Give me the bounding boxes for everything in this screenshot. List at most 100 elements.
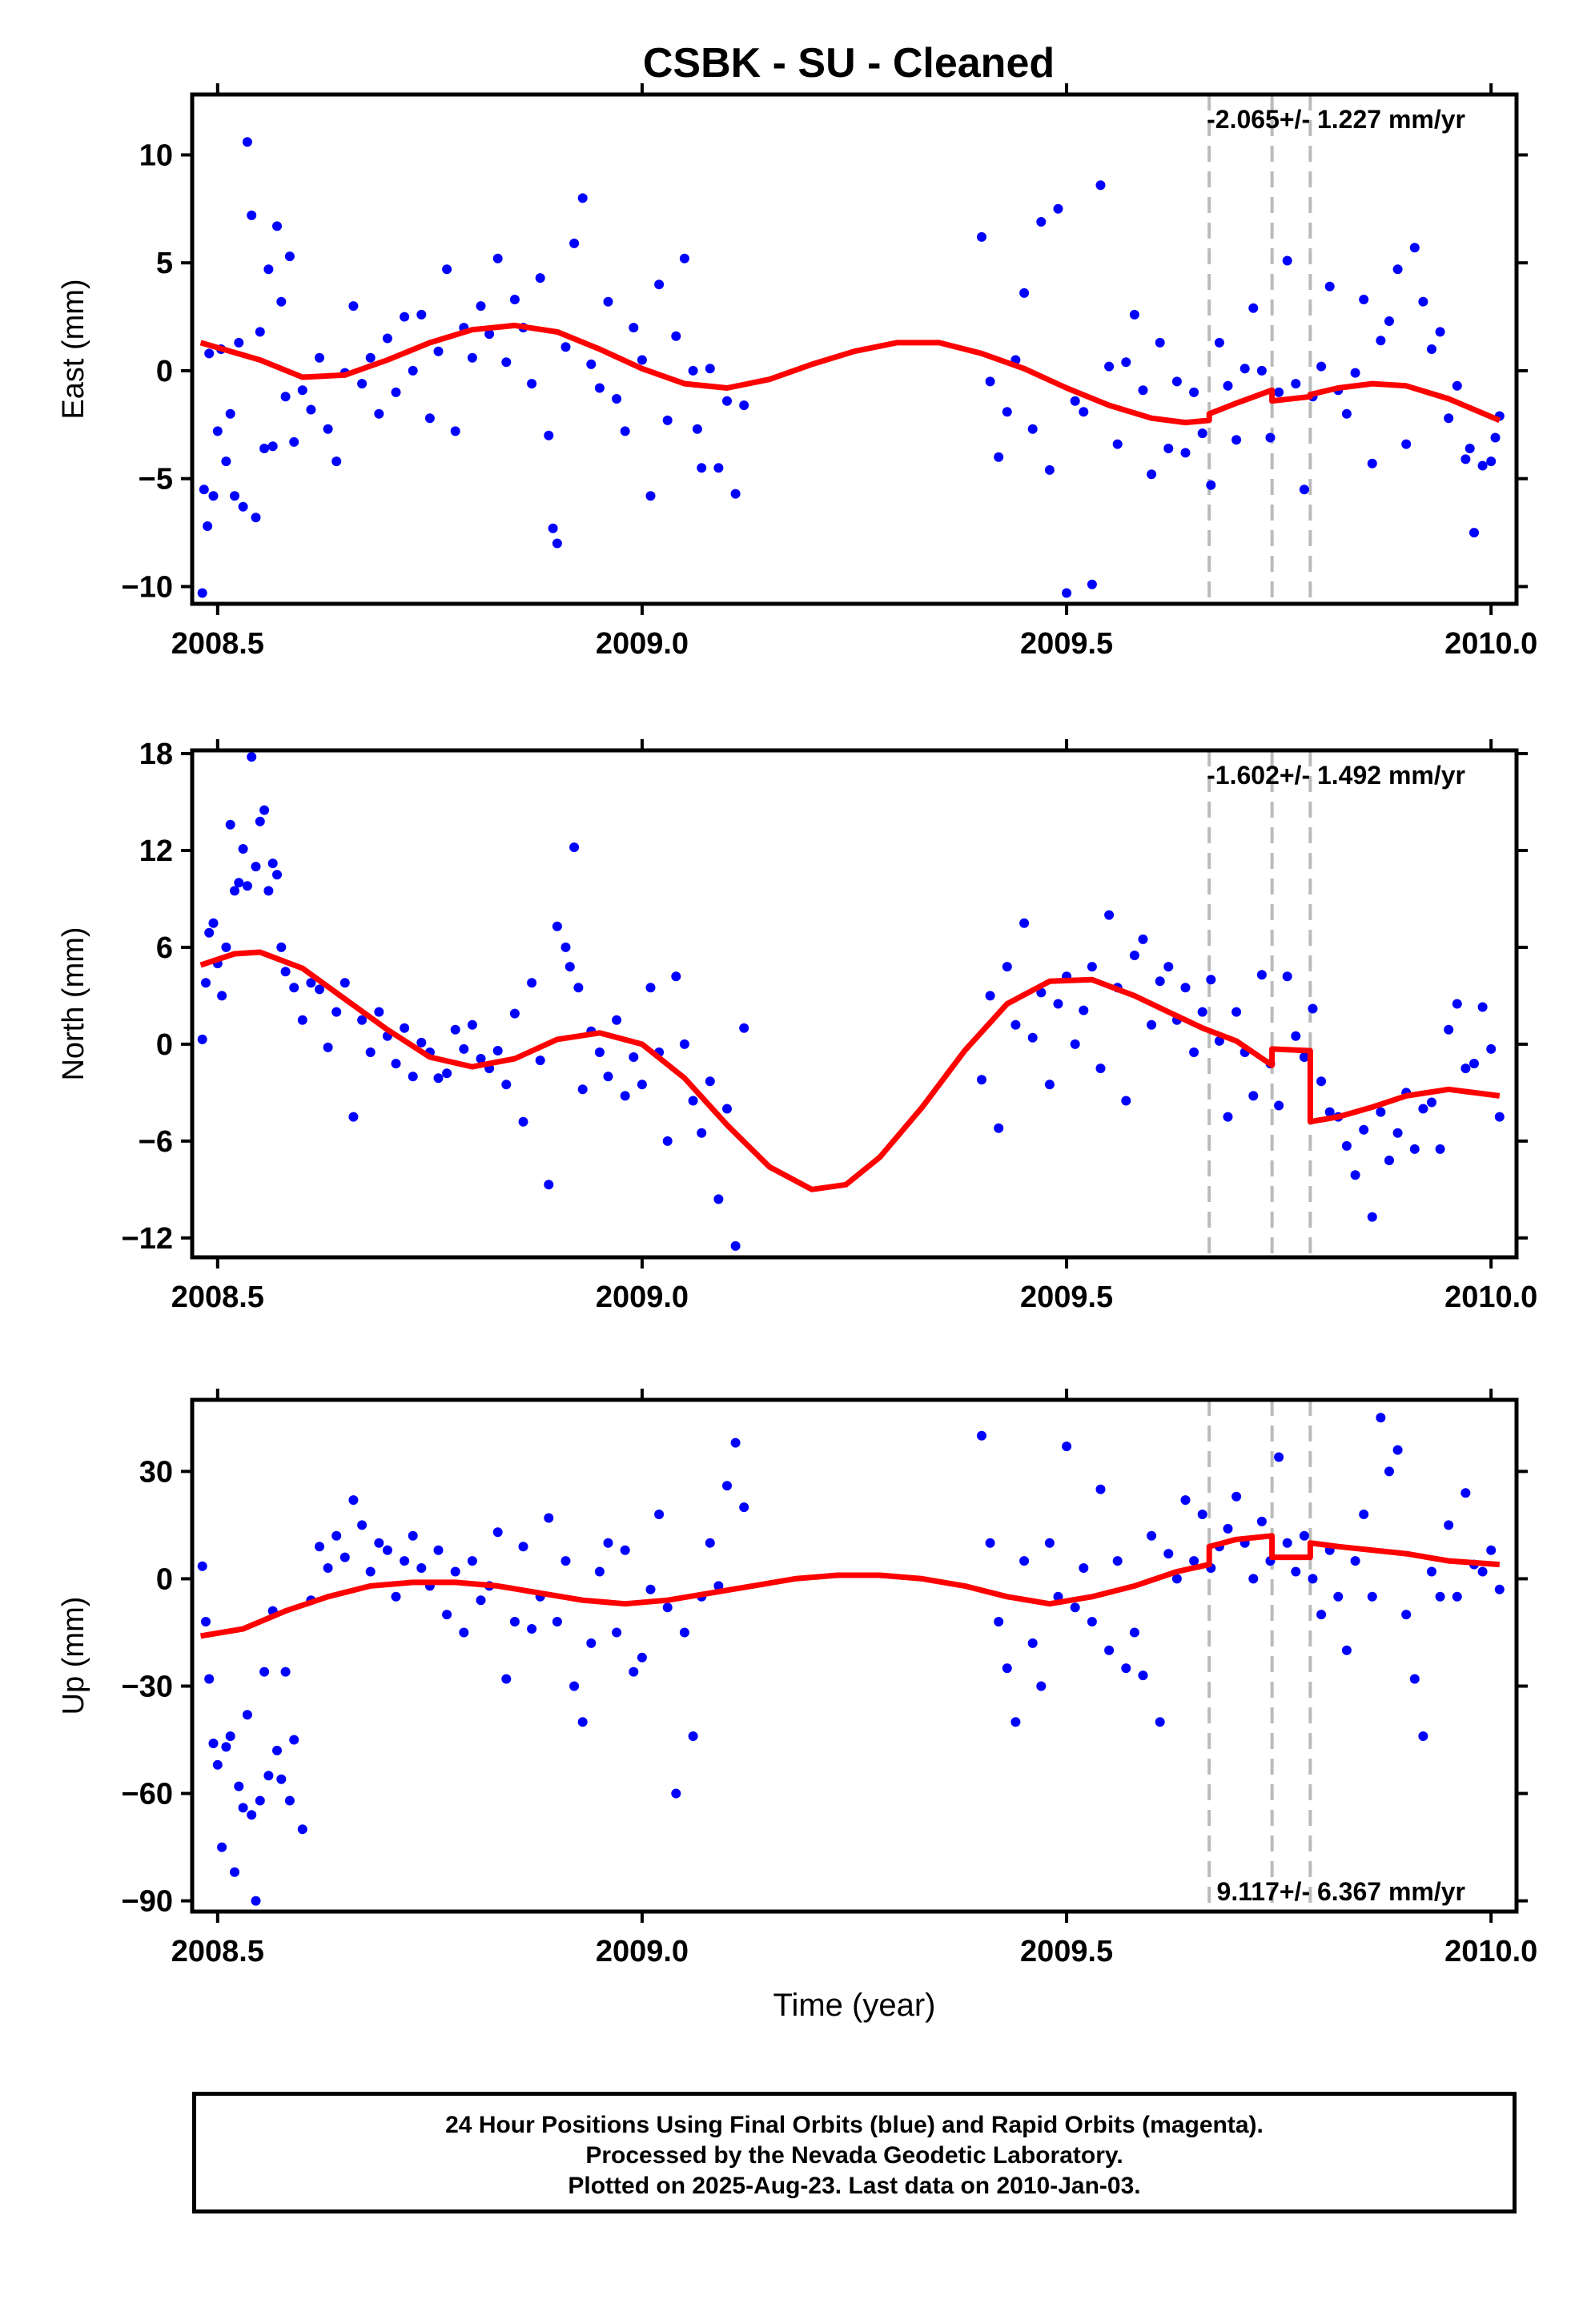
east-data-point [1062, 588, 1072, 598]
up-data-point [1460, 1488, 1471, 1498]
east-data-point [1452, 380, 1462, 391]
east-data-point [230, 491, 239, 501]
north-data-point [242, 881, 252, 891]
up-data-point [594, 1566, 605, 1577]
north-data-point [323, 1042, 333, 1052]
up-data-point [509, 1617, 520, 1626]
up-data-point [1367, 1591, 1377, 1602]
east-data-point [391, 387, 401, 397]
north-data-point [1027, 1032, 1038, 1043]
up-data-point [1316, 1610, 1327, 1620]
east-data-point [284, 251, 295, 262]
up-data-point [1291, 1566, 1301, 1577]
north-xtick-label: 2009.5 [1020, 1281, 1113, 1314]
up-data-point [357, 1520, 368, 1530]
east-data-point [560, 342, 571, 352]
east-data-point [1427, 344, 1436, 354]
up-data-point [408, 1530, 418, 1541]
north-data-point [272, 870, 282, 880]
north-data-point [1138, 934, 1148, 944]
north-data-point [357, 1015, 368, 1025]
up-data-point [1129, 1627, 1139, 1638]
up-data-point [197, 1561, 207, 1571]
east-data-point [323, 424, 333, 434]
north-data-point [1256, 970, 1267, 980]
east-data-point [331, 456, 342, 467]
east-data-point [594, 383, 605, 393]
north-data-point [1053, 999, 1063, 1009]
north-data-point [564, 962, 575, 972]
east-data-point [535, 273, 545, 283]
east-data-point [433, 346, 444, 356]
north-data-point [374, 1007, 384, 1017]
up-data-point [225, 1731, 235, 1741]
east-data-point [255, 327, 265, 337]
up-ytick-label: 30 [139, 1455, 173, 1489]
up-data-point [259, 1667, 270, 1677]
east-data-point [1464, 444, 1475, 453]
up-data-point [1452, 1591, 1462, 1602]
up-data-point [654, 1510, 665, 1519]
up-xtick-label: 2010.0 [1444, 1935, 1537, 1968]
east-xtick-label: 2009.5 [1020, 627, 1113, 661]
up-data-point [1350, 1556, 1360, 1566]
east-points [197, 137, 1505, 598]
up-data-point [221, 1742, 231, 1752]
east-data-point [1486, 456, 1497, 467]
east-data-point [263, 264, 274, 275]
up-data-point [705, 1538, 715, 1548]
north-data-point [1341, 1140, 1352, 1151]
east-data-point [1180, 448, 1191, 458]
east-data-point [348, 301, 359, 312]
up-data-point [1180, 1495, 1191, 1506]
north-data-point [1163, 962, 1174, 972]
up-data-point [1444, 1520, 1454, 1530]
up-data-point [450, 1566, 460, 1577]
up-data-point [374, 1538, 384, 1548]
east-data-point [671, 331, 681, 341]
up-data-point [1163, 1549, 1174, 1559]
up-ytick-label: −30 [122, 1670, 173, 1703]
up-data-point [1171, 1574, 1182, 1584]
east-data-point [1376, 336, 1386, 346]
up-data-point [671, 1788, 681, 1799]
up-data-point [569, 1681, 580, 1691]
up-data-point [688, 1731, 698, 1741]
east-data-point [1171, 376, 1182, 387]
north-data-point [467, 1019, 477, 1030]
north-xtick-label: 2010.0 [1444, 1281, 1537, 1314]
east-data-point [204, 348, 215, 359]
north-data-point [509, 1008, 520, 1019]
east-data-point [612, 394, 622, 404]
up-data-point [1231, 1491, 1242, 1502]
up-data-point [272, 1745, 282, 1755]
east-data-point [1384, 316, 1394, 326]
up-data-point [365, 1566, 376, 1577]
north-data-point [1392, 1128, 1403, 1138]
up-data-point [289, 1735, 299, 1745]
up-data-point [1062, 1441, 1072, 1452]
north-data-point [518, 1116, 528, 1127]
north-data-point [1019, 918, 1030, 928]
up-ytick-label: −90 [122, 1885, 173, 1919]
east-data-point [586, 359, 597, 369]
north-data-point [1121, 1096, 1131, 1106]
north-data-point [1147, 1019, 1157, 1030]
east-data-point [251, 513, 261, 523]
north-data-point [1359, 1124, 1369, 1135]
north-data-point [1324, 1107, 1335, 1117]
north-data-point [348, 1112, 359, 1122]
up-data-point [234, 1781, 244, 1791]
up-data-point [459, 1627, 469, 1638]
up-data-point [1070, 1602, 1080, 1613]
north-data-point [1460, 1063, 1471, 1074]
up-data-point [518, 1542, 528, 1552]
north-data-point [204, 927, 215, 938]
north-rate-label: -1.602+/- 1.492 mm/yr [1207, 761, 1465, 790]
up-data-point [1274, 1452, 1284, 1462]
north-data-point [315, 984, 324, 995]
up-model-curve [200, 1533, 1501, 1639]
north-data-point [234, 878, 244, 888]
east-data-point [197, 588, 207, 598]
east-data-point [1409, 243, 1420, 253]
